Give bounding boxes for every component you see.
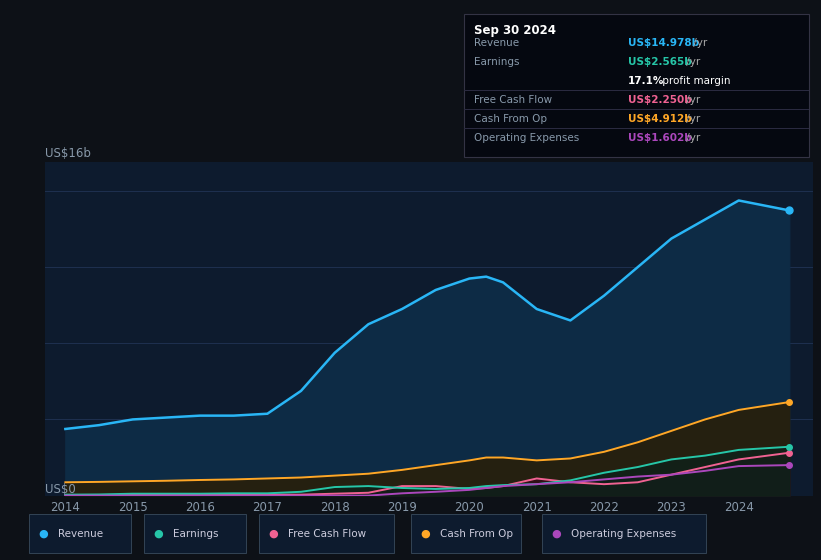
Text: US$1.602b: US$1.602b [628, 133, 692, 143]
Text: Free Cash Flow: Free Cash Flow [288, 529, 366, 539]
Text: ●: ● [39, 529, 48, 539]
Text: US$2.250b: US$2.250b [628, 95, 692, 105]
Text: US$4.912b: US$4.912b [628, 114, 692, 124]
Text: /yr: /yr [683, 133, 701, 143]
Text: /yr: /yr [683, 57, 701, 67]
Text: Free Cash Flow: Free Cash Flow [474, 95, 552, 105]
Text: US$16b: US$16b [45, 147, 91, 160]
Text: profit margin: profit margin [658, 76, 731, 86]
Text: Revenue: Revenue [474, 38, 519, 48]
Text: ●: ● [268, 529, 278, 539]
Text: /yr: /yr [690, 38, 707, 48]
Text: Cash From Op: Cash From Op [474, 114, 547, 124]
Text: Cash From Op: Cash From Op [440, 529, 513, 539]
Text: Operating Expenses: Operating Expenses [474, 133, 579, 143]
Text: ●: ● [420, 529, 430, 539]
Text: 17.1%: 17.1% [628, 76, 664, 86]
Text: Earnings: Earnings [474, 57, 519, 67]
Text: Sep 30 2024: Sep 30 2024 [474, 24, 556, 37]
Text: /yr: /yr [683, 114, 701, 124]
Text: Revenue: Revenue [58, 529, 103, 539]
Text: Operating Expenses: Operating Expenses [571, 529, 677, 539]
Text: Earnings: Earnings [173, 529, 218, 539]
Text: ●: ● [552, 529, 562, 539]
Text: ●: ● [154, 529, 163, 539]
Text: US$14.978b: US$14.978b [628, 38, 699, 48]
Text: US$2.565b: US$2.565b [628, 57, 692, 67]
Text: US$0: US$0 [45, 483, 76, 496]
Text: /yr: /yr [683, 95, 701, 105]
